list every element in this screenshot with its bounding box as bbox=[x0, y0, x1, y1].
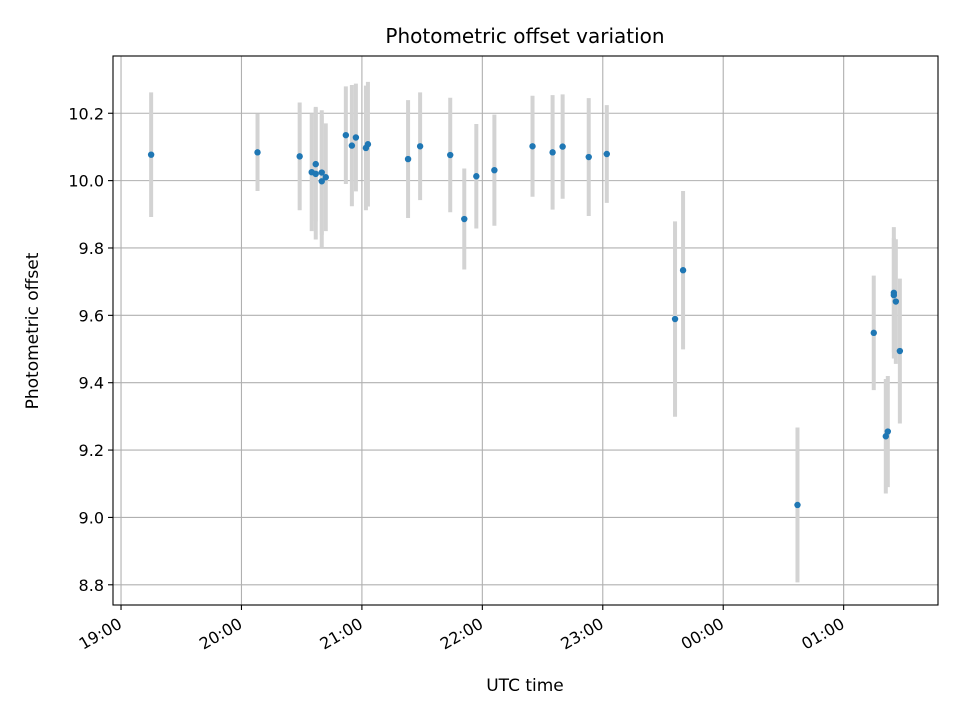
data-point bbox=[491, 166, 498, 174]
grid-lines bbox=[113, 56, 938, 605]
data-point bbox=[312, 170, 319, 178]
data-point bbox=[322, 174, 329, 181]
data-point bbox=[890, 291, 898, 299]
data-point bbox=[352, 134, 360, 141]
data-point bbox=[585, 153, 592, 161]
data-point bbox=[549, 149, 556, 156]
data-point bbox=[892, 298, 900, 305]
data-point bbox=[870, 329, 877, 337]
data-point bbox=[679, 267, 687, 274]
y-tick-label: 9.0 bbox=[79, 508, 104, 527]
y-axis-ticks: 8.8 9.0 9.2 9.4 9.6 9.8 10.0 10.2 bbox=[68, 104, 113, 595]
data-point bbox=[147, 151, 155, 158]
x-tick-label: 00:00 bbox=[678, 614, 727, 654]
data-point bbox=[342, 131, 350, 139]
x-tick-label: 21:00 bbox=[316, 614, 365, 654]
data-point bbox=[896, 347, 904, 355]
x-tick-label: 23:00 bbox=[557, 614, 606, 654]
chart-title: Photometric offset variation bbox=[385, 24, 664, 48]
y-tick-label: 10.2 bbox=[68, 104, 104, 123]
data-point bbox=[529, 143, 536, 150]
data-point bbox=[473, 173, 480, 180]
y-tick-label: 10.0 bbox=[68, 172, 104, 191]
data-point bbox=[461, 215, 468, 223]
data-point bbox=[254, 149, 261, 156]
data-point bbox=[318, 178, 325, 185]
data-point bbox=[671, 315, 679, 323]
error-bars bbox=[149, 81, 902, 583]
x-tick-label: 01:00 bbox=[798, 614, 847, 654]
data-point bbox=[348, 142, 356, 149]
data-point bbox=[364, 141, 372, 148]
y-tick-label: 9.8 bbox=[79, 239, 104, 258]
data-point bbox=[447, 151, 454, 159]
data-points bbox=[147, 131, 904, 509]
data-point bbox=[404, 155, 412, 163]
y-tick-label: 9.4 bbox=[79, 374, 104, 393]
y-tick-label: 9.6 bbox=[79, 306, 104, 325]
data-point bbox=[318, 169, 325, 176]
y-tick-label: 8.8 bbox=[79, 576, 104, 595]
x-tick-label: 19:00 bbox=[76, 614, 125, 654]
data-point bbox=[559, 143, 566, 150]
data-point bbox=[603, 150, 610, 158]
plot-frame bbox=[112, 55, 939, 606]
x-tick-label: 22:00 bbox=[437, 614, 486, 654]
data-point bbox=[884, 428, 892, 435]
y-axis-title: Photometric offset bbox=[23, 252, 43, 409]
data-point bbox=[296, 153, 303, 160]
data-point bbox=[794, 501, 801, 509]
x-tick-label: 20:00 bbox=[196, 614, 245, 654]
x-axis-ticks: 19:00 20:00 21:00 22:00 23:00 00:00 01:00 bbox=[76, 605, 848, 654]
data-point bbox=[312, 160, 319, 168]
data-point bbox=[416, 143, 424, 150]
x-axis-title: UTC time bbox=[486, 676, 564, 696]
y-tick-label: 9.2 bbox=[79, 441, 104, 460]
